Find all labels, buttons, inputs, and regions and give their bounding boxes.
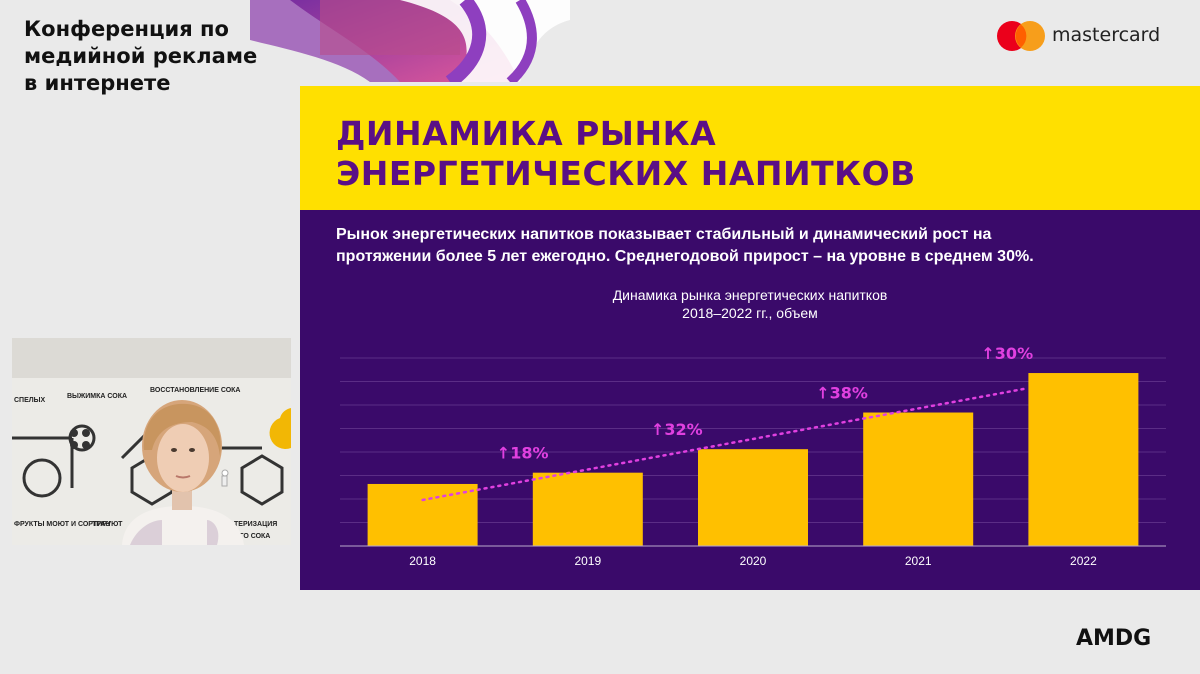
speaker-video: СПЕЛЫХ ВЫЖИМКА СОКА ВОССТАНОВЛЕНИЕ СОКА …	[12, 338, 291, 545]
bar	[532, 472, 643, 546]
wall-label: ОГО СОКА	[234, 533, 270, 540]
mastercard-circles-icon	[997, 21, 1045, 51]
chart-title-line: Динамика рынка энергетических напитков	[612, 287, 888, 303]
chart-subtitle-line: 2018–2022 гг., объем	[682, 305, 818, 321]
person-icon	[122, 400, 244, 545]
x-tick-label: 2018	[409, 554, 436, 568]
x-tick-label: 2020	[740, 554, 767, 568]
slide-title: ДИНАМИКА РЫНКА ЭНЕРГЕТИЧЕСКИХ НАПИТКОВ	[336, 114, 916, 194]
slide-description-line: Рынок энергетических напитков показывает…	[336, 226, 992, 243]
slide-description-line: протяжении более 5 лет ежегодно. Среднег…	[336, 248, 1034, 265]
conference-title-line: в интернете	[24, 71, 171, 95]
bar-chart: 2018 2019 2020 2021 2022 ↑18% ↑32% ↑38% ↑30%	[340, 344, 1166, 568]
slide-description: Рынок энергетических напитков показывает…	[336, 224, 1136, 268]
wall-label: ТРАН	[92, 521, 110, 528]
slide-title-line: ЭНЕРГЕТИЧЕСКИХ НАПИТКОВ	[336, 154, 916, 193]
bar	[698, 449, 808, 546]
wall-label: СПЕЛЫХ	[14, 397, 46, 404]
mastercard-wordmark: mastercard	[1052, 24, 1161, 46]
x-tick-label: 2019	[574, 554, 601, 568]
x-tick-label: 2021	[905, 554, 932, 568]
bar	[1028, 373, 1139, 546]
growth-label: ↑32%	[651, 420, 703, 439]
bar	[863, 412, 974, 546]
conference-title: Конференция по медийной рекламе в интерн…	[24, 16, 294, 97]
wall-label: ВОССТАНОВЛЕНИЕ СОКА	[150, 387, 240, 394]
slide-header: ДИНАМИКА РЫНКА ЭНЕРГЕТИЧЕСКИХ НАПИТКОВ	[300, 86, 1200, 210]
growth-label: ↑30%	[981, 344, 1033, 363]
x-tick-label: 2022	[1070, 554, 1097, 568]
wall-label: ТЕРИЗАЦИЯ	[234, 521, 277, 528]
slide-title-line: ДИНАМИКА РЫНКА	[336, 114, 717, 153]
wall-label: ФРУКТЫ МОЮТ И СОРТИРУЮТ	[14, 521, 123, 528]
wall-label: ВЫЖИМКА СОКА	[67, 393, 127, 400]
presentation-slide: ДИНАМИКА РЫНКА ЭНЕРГЕТИЧЕСКИХ НАПИТКОВ Р…	[300, 86, 1200, 590]
amdg-logo: AMDG	[1076, 626, 1152, 651]
chart-title: Динамика рынка энергетических напитков 2…	[300, 286, 1200, 322]
conference-title-line: Конференция по	[24, 17, 229, 41]
event-banner-image	[250, 0, 570, 82]
bar	[367, 483, 478, 546]
growth-label: ↑18%	[497, 444, 549, 463]
mastercard-logo: mastercard	[996, 20, 1186, 52]
conference-title-line: медийной рекламе	[24, 44, 258, 68]
growth-label: ↑38%	[816, 384, 868, 403]
